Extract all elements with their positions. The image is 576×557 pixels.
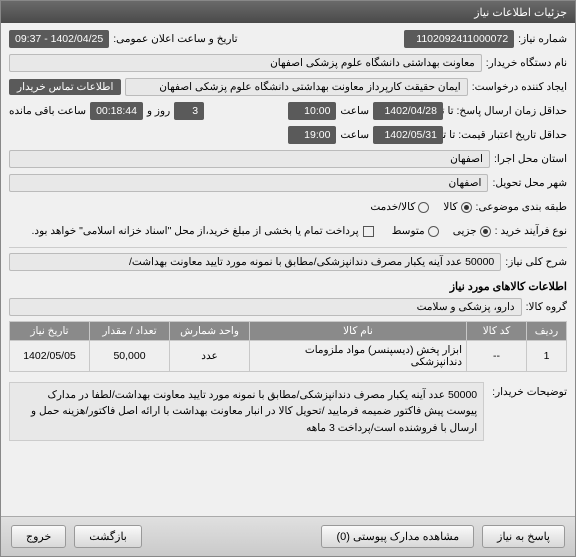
cell-qty: 50,000 bbox=[90, 341, 170, 372]
treasury-checkbox[interactable] bbox=[363, 226, 374, 237]
value-credit-date: 1402/05/31 bbox=[373, 126, 443, 144]
cell-unit: عدد bbox=[170, 341, 250, 372]
label-need-summary: شرح کلی نیاز: bbox=[505, 256, 567, 268]
titlebar: جزئیات اطلاعات نیاز bbox=[1, 1, 575, 23]
label-credit-deadline: حداقل تاریخ اعتبار قیمت: تا تاریخ: bbox=[447, 129, 567, 141]
cell-date: 1402/05/05 bbox=[10, 341, 90, 372]
label-day-and: روز و bbox=[147, 105, 170, 117]
section-goods-info: اطلاعات کالاهای مورد نیاز bbox=[9, 280, 567, 293]
th-date: تاریخ نیاز bbox=[10, 322, 90, 341]
value-credit-time: 19:00 bbox=[288, 126, 336, 144]
reply-button[interactable]: پاسخ به نیاز bbox=[482, 525, 565, 548]
category-radio-group: کالا کالا/خدمت bbox=[370, 201, 471, 213]
label-need-no: شماره نیاز: bbox=[518, 33, 567, 45]
label-hour-1: ساعت bbox=[340, 105, 369, 117]
purchase-type-radio-group: جزیی متوسط bbox=[392, 225, 491, 237]
contact-info-button[interactable]: اطلاعات تماس خریدار bbox=[9, 79, 121, 95]
goods-table: ردیف کد کالا نام کالا واحد شمارش تعداد /… bbox=[9, 321, 567, 372]
value-exec-province: اصفهان bbox=[9, 150, 490, 168]
th-unit: واحد شمارش bbox=[170, 322, 250, 341]
value-reply-date: 1402/04/28 bbox=[373, 102, 443, 120]
cell-row: 1 bbox=[527, 341, 567, 372]
value-buyer-org: معاونت بهداشتی دانشگاه علوم پزشکی اصفهان bbox=[9, 54, 482, 72]
cell-code: -- bbox=[467, 341, 527, 372]
label-goods-group: گروه کالا: bbox=[526, 301, 567, 313]
table-header-row: ردیف کد کالا نام کالا واحد شمارش تعداد /… bbox=[10, 322, 567, 341]
label-public-date: تاریخ و ساعت اعلان عمومی: bbox=[113, 33, 237, 45]
label-hour-2: ساعت bbox=[340, 129, 369, 141]
label-buyer-org: نام دستگاه خریدار: bbox=[486, 57, 567, 69]
table-row[interactable]: 1 -- ابزار پخش (دیسپنسر) مواد ملزومات دن… bbox=[10, 341, 567, 372]
content-area: شماره نیاز: 1102092411000072 تاریخ و ساع… bbox=[1, 23, 575, 516]
footer-bar: پاسخ به نیاز مشاهده مدارک پیوستی (0) باز… bbox=[1, 516, 575, 556]
radio-low-label: جزیی bbox=[453, 225, 477, 237]
radio-dot-icon bbox=[480, 226, 491, 237]
value-goods-group: دارو، پزشکی و سلامت bbox=[9, 298, 522, 316]
label-purchase-type: نوع فرآیند خرید : bbox=[495, 225, 567, 237]
back-button[interactable]: بازگشت bbox=[74, 525, 142, 548]
label-pay-note: پرداخت تمام یا بخشی از مبلغ خرید،از محل … bbox=[32, 225, 359, 237]
value-reply-time: 10:00 bbox=[288, 102, 336, 120]
window-title: جزئیات اطلاعات نیاز bbox=[474, 6, 567, 19]
value-time-left: 00:18:44 bbox=[90, 102, 143, 120]
window: جزئیات اطلاعات نیاز شماره نیاز: 11020924… bbox=[0, 0, 576, 557]
value-days-left: 3 bbox=[174, 102, 204, 120]
radio-goods[interactable]: کالا bbox=[443, 201, 471, 213]
radio-dot-icon bbox=[428, 226, 439, 237]
th-qty: تعداد / مقدار bbox=[90, 322, 170, 341]
radio-goods-service-label: کالا/خدمت bbox=[370, 201, 415, 213]
value-delivery-city: اصفهان bbox=[9, 174, 488, 192]
label-requester: ایجاد کننده درخواست: bbox=[472, 81, 567, 93]
th-name: نام کالا bbox=[250, 322, 467, 341]
radio-dot-icon bbox=[461, 202, 472, 213]
exit-button[interactable]: خروج bbox=[11, 525, 66, 548]
radio-mid[interactable]: متوسط bbox=[392, 225, 439, 237]
label-buyer-notes: توضیحات خریدار: bbox=[492, 382, 567, 398]
th-code: کد کالا bbox=[467, 322, 527, 341]
cell-name: ابزار پخش (دیسپنسر) مواد ملزومات دندانپز… bbox=[250, 341, 467, 372]
attachments-button[interactable]: مشاهده مدارک پیوستی (0) bbox=[321, 525, 474, 548]
label-category: طبقه بندی موضوعی: bbox=[476, 201, 567, 213]
th-row: ردیف bbox=[527, 322, 567, 341]
value-need-summary: 50000 عدد آینه یکبار مصرف دندانپزشکی/مطا… bbox=[9, 253, 501, 271]
divider bbox=[9, 247, 567, 248]
radio-goods-label: کالا bbox=[443, 201, 457, 213]
label-exec-province: استان محل اجرا: bbox=[494, 153, 567, 165]
radio-mid-label: متوسط bbox=[392, 225, 425, 237]
radio-low[interactable]: جزیی bbox=[453, 225, 491, 237]
value-need-no: 1102092411000072 bbox=[404, 30, 514, 48]
label-delivery-city: شهر محل تحویل: bbox=[492, 177, 567, 189]
label-reply-deadline: حداقل زمان ارسال پاسخ: تا تاریخ: bbox=[447, 105, 567, 117]
value-buyer-notes: 50000 عدد آینه یکبار مصرف دندانپزشکی/مطا… bbox=[9, 382, 484, 441]
radio-dot-icon bbox=[418, 202, 429, 213]
radio-goods-service[interactable]: کالا/خدمت bbox=[370, 201, 429, 213]
label-time-left: ساعت باقی مانده bbox=[9, 105, 86, 117]
value-public-date: 1402/04/25 - 09:37 bbox=[9, 30, 109, 48]
value-requester: ایمان حقیقت کارپرداز معاونت بهداشتی دانش… bbox=[125, 78, 467, 96]
